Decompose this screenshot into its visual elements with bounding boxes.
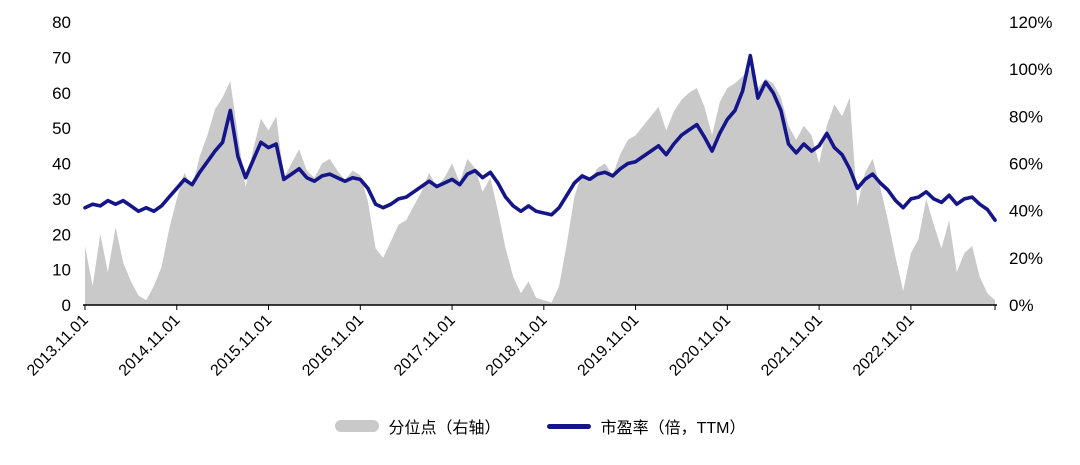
right-axis-label: 80% bbox=[1009, 107, 1043, 126]
right-axis-label: 0% bbox=[1009, 296, 1034, 315]
right-axis-label: 40% bbox=[1009, 202, 1043, 221]
x-tick-label: 2013.11.01 bbox=[24, 312, 92, 380]
line-swatch bbox=[546, 423, 591, 429]
chart-legend: 分位点（右轴） 市盈率（倍，TTM） bbox=[0, 414, 1080, 438]
right-axis-label: 120% bbox=[1009, 13, 1052, 32]
right-axis-label: 60% bbox=[1009, 155, 1043, 174]
left-axis-label: 60 bbox=[52, 84, 71, 103]
x-tick-label: 2016.11.01 bbox=[299, 312, 367, 380]
x-tick-label: 2015.11.01 bbox=[208, 312, 276, 380]
x-tick-label: 2021.11.01 bbox=[758, 312, 826, 380]
left-axis-label: 0 bbox=[62, 296, 71, 315]
left-axis-label: 20 bbox=[52, 225, 71, 244]
x-tick-label: 2018.11.01 bbox=[483, 312, 551, 380]
area-series bbox=[85, 69, 995, 305]
x-tick-label: 2019.11.01 bbox=[575, 312, 643, 380]
left-axis-label: 70 bbox=[52, 48, 71, 67]
x-tick-label: 2022.11.01 bbox=[850, 312, 918, 380]
x-tick-label: 2017.11.01 bbox=[391, 312, 459, 380]
right-axis-label: 20% bbox=[1009, 249, 1043, 268]
right-axis-label: 100% bbox=[1009, 60, 1052, 79]
left-axis-label: 30 bbox=[52, 190, 71, 209]
area-swatch bbox=[334, 420, 379, 432]
x-tick-label: 2014.11.01 bbox=[116, 312, 184, 380]
left-axis-label: 80 bbox=[52, 13, 71, 32]
legend-item-percentile: 分位点（右轴） bbox=[334, 414, 501, 438]
chart-canvas: 2013.11.01 2014.11.01 2015.11.01 2016.11.01… bbox=[24, 13, 1052, 380]
legend-item-pe: 市盈率（倍，TTM） bbox=[546, 414, 746, 438]
legend-label-percentile: 分位点（右轴） bbox=[388, 420, 501, 437]
left-axis-label: 50 bbox=[52, 119, 71, 138]
line-series bbox=[83, 53, 997, 222]
x-tick-label: 2020.11.01 bbox=[666, 312, 734, 380]
legend-label-pe: 市盈率（倍，TTM） bbox=[600, 420, 746, 437]
left-axis-label: 40 bbox=[52, 155, 71, 174]
left-axis-label: 10 bbox=[52, 261, 71, 280]
